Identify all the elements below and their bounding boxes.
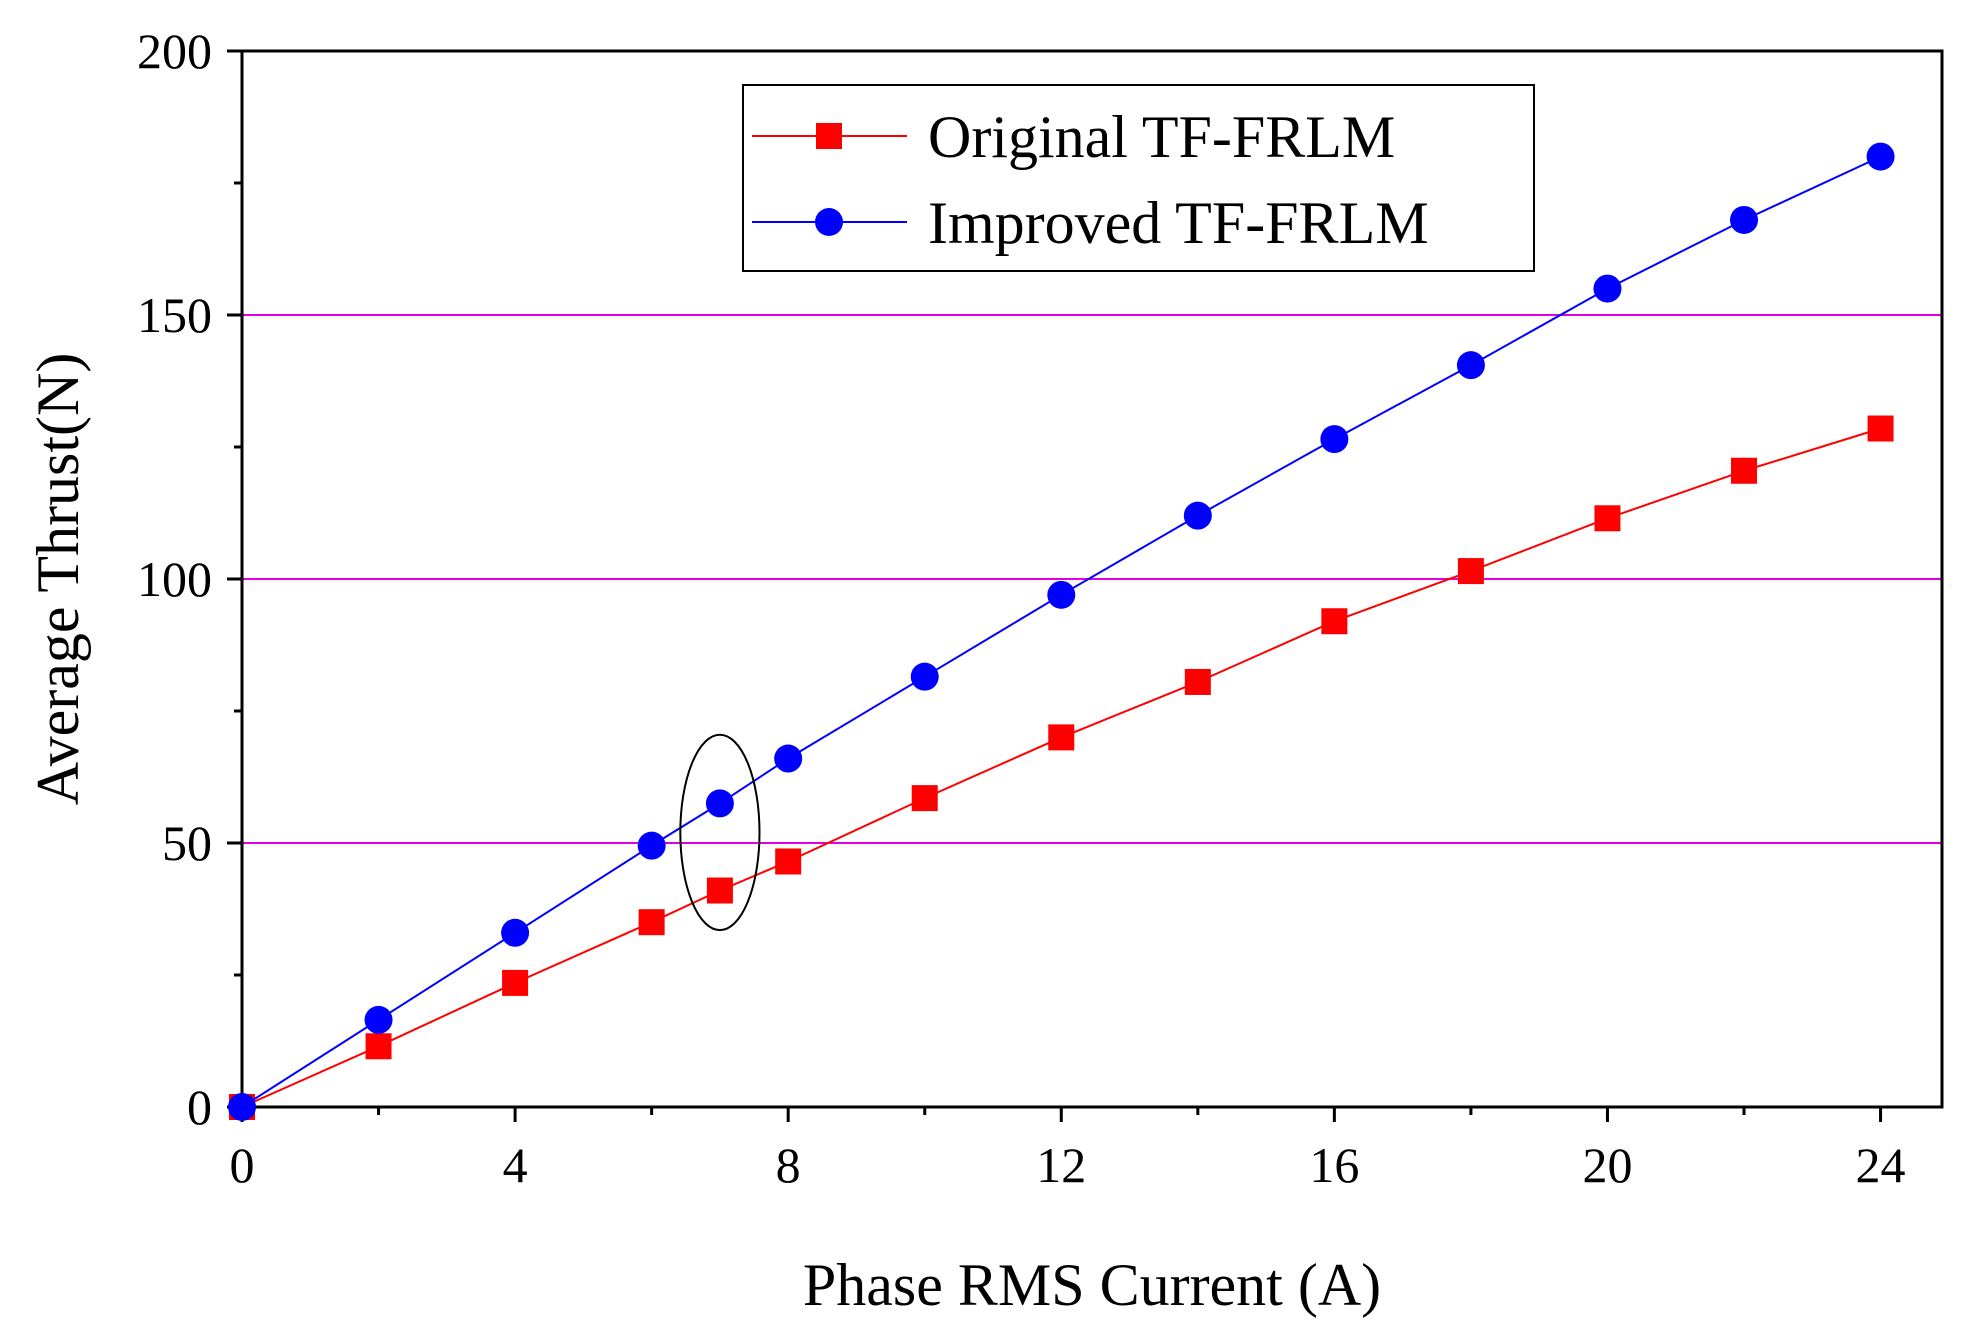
- data-point-square: [638, 909, 665, 936]
- legend: Original TF-FRLM Improved TF-FRLM: [742, 84, 1535, 272]
- data-point-square: [706, 877, 733, 904]
- data-point-square: [1184, 668, 1211, 695]
- highlight-ellipse: [679, 733, 761, 932]
- data-point-square: [365, 1033, 392, 1060]
- data-point-circle: [1183, 501, 1212, 530]
- data-point-circle: [1593, 274, 1622, 303]
- annotation-layer: [679, 733, 761, 932]
- series-original: [229, 415, 1894, 1120]
- y-axis-title: Average Thrust(N): [25, 353, 91, 806]
- x-tick-label: 24: [1856, 1137, 1906, 1193]
- series-improved: [228, 142, 1895, 1121]
- data-point-circle: [705, 789, 734, 818]
- grid: [242, 314, 1942, 844]
- legend-marker-square: [816, 123, 842, 149]
- data-point-circle: [774, 744, 803, 773]
- x-tick-label: 16: [1309, 1137, 1359, 1193]
- legend-label: Improved TF-FRLM: [928, 190, 1429, 256]
- series-line: [241, 155, 1882, 1108]
- legend-label: Original TF-FRLM: [928, 104, 1395, 170]
- data-point-circle: [228, 1093, 256, 1121]
- series-line: [241, 427, 1881, 1108]
- data-point-circle: [1456, 351, 1485, 380]
- data-point-circle: [364, 1005, 393, 1034]
- data-point-square: [1594, 505, 1621, 532]
- axes: 0 4 8 12 16 20 24 0 50 100 150 200: [137, 23, 1944, 1193]
- data-point-circle: [637, 831, 666, 860]
- x-tick-label: 8: [776, 1137, 801, 1193]
- data-point-square: [911, 785, 938, 812]
- data-point-square: [502, 969, 529, 996]
- y-tick-label: 50: [162, 815, 212, 871]
- series-layer: [228, 142, 1895, 1121]
- y-tick-label: 100: [137, 551, 212, 607]
- x-tick-label: 20: [1582, 1137, 1632, 1193]
- data-point-square: [1321, 608, 1348, 635]
- y-tick-label: 0: [187, 1079, 212, 1135]
- x-tick-label: 12: [1036, 1137, 1086, 1193]
- data-point-circle: [910, 662, 939, 691]
- data-point-square: [1731, 457, 1758, 484]
- x-axis-title: Phase RMS Current (A): [803, 1252, 1381, 1318]
- data-point-circle: [1047, 580, 1076, 609]
- axis-titles: Phase RMS Current (A) Average Thrust(N): [25, 353, 1381, 1318]
- data-point-circle: [501, 918, 530, 947]
- x-tick-label: 4: [503, 1137, 528, 1193]
- x-tick-label: 0: [230, 1137, 255, 1193]
- data-point-square: [775, 848, 802, 875]
- data-point-square: [1048, 724, 1075, 751]
- data-point-circle: [1320, 425, 1349, 454]
- data-point-square: [1867, 415, 1894, 442]
- data-point-circle: [1730, 205, 1759, 234]
- y-tick-label: 150: [137, 287, 212, 343]
- data-point-square: [1457, 558, 1484, 585]
- legend-marker-circle: [815, 208, 843, 236]
- data-point-circle: [1866, 142, 1895, 171]
- y-tick-label: 200: [137, 23, 212, 79]
- legend-box: [742, 84, 1535, 272]
